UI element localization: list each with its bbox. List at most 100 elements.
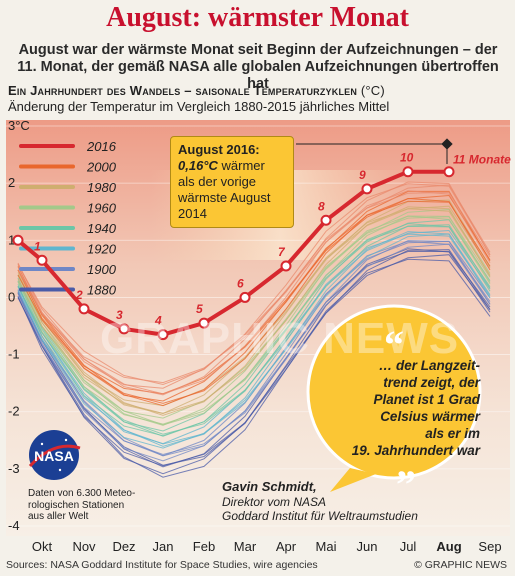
y-tick-label: 1 <box>8 232 15 247</box>
quote-line-2: trend zeigt, der <box>383 375 480 390</box>
historical-line <box>17 231 491 445</box>
aug-bracket-marker <box>441 138 453 150</box>
quote-line-5: als er im <box>425 426 480 441</box>
quote-line-3: Planet ist 1 Grad <box>373 392 480 407</box>
quote-line-4: Celsius wärmer <box>380 409 480 424</box>
series-2016-point <box>157 329 169 341</box>
legend-label: 1880 <box>87 283 117 298</box>
series-2016-label: 5 <box>196 302 203 316</box>
y-tick-label: -1 <box>8 347 20 362</box>
x-tick-label: Sep <box>478 539 501 554</box>
quote-close-mark: ” <box>396 462 416 507</box>
subtitle-line-2: 11. Monat, der gemäß NASA alle globalen … <box>17 59 499 92</box>
x-tick-label: Apr <box>276 539 297 554</box>
quote-text: … der Langzeit- trend zeigt, der Planet … <box>312 357 480 459</box>
historical-line <box>17 181 491 384</box>
series-2016-label: 2 <box>75 288 83 302</box>
series-2016-point <box>320 214 332 226</box>
x-tick-label: Okt <box>32 539 53 554</box>
historical-line <box>17 248 491 466</box>
historical-line <box>17 208 491 419</box>
quote-bubble <box>306 304 482 492</box>
legend: 2016 2000 1980 1960 1940 1920 1900 1880 <box>19 139 117 298</box>
historical-line <box>17 216 491 426</box>
historical-line <box>17 200 491 407</box>
series-2016-label: 11 Monate <box>453 153 511 167</box>
historical-line <box>17 240 491 456</box>
series-2016-point <box>280 260 292 272</box>
copyright: © GRAPHIC NEWS <box>414 559 507 571</box>
historical-line <box>17 206 491 414</box>
quote-line-1: … der Langzeit- <box>378 358 480 373</box>
y-tick-label: -2 <box>8 404 20 419</box>
subtitle-line-1: August war der wärmste Monat seit Beginn… <box>18 42 498 58</box>
series-2016-point <box>402 166 414 178</box>
nasa-note: Daten von 6.300 Meteo- rologischen Stati… <box>28 488 148 523</box>
series-2016-point <box>198 317 210 329</box>
y-tick-label: 3°C <box>8 118 30 133</box>
y-axis: 3°C 2 1 0 -1 -2 -3 -4 <box>8 118 30 533</box>
historical-line <box>17 183 491 386</box>
nasa-logo-text: NASA <box>34 448 74 464</box>
legend-label: 1940 <box>87 221 117 236</box>
legend-label: 1960 <box>87 201 117 216</box>
x-tick-label: Jul <box>400 539 417 554</box>
nasa-logo <box>28 430 81 480</box>
series-2016-label: 1 <box>34 239 41 253</box>
series-2016-point <box>239 291 251 303</box>
series-2016-line <box>16 169 451 337</box>
historical-line <box>17 240 491 457</box>
series-2016-point <box>12 234 24 246</box>
series-2016-label: 10 <box>400 151 414 165</box>
x-axis: Okt Nov Dez Jan Feb Mar Apr Mai Jun Jul Aug Sep <box>32 539 502 554</box>
series-2016-label: 6 <box>237 276 244 290</box>
historical-line <box>17 184 491 389</box>
author-role-1: Direktor vom NASA <box>222 494 327 509</box>
nasa-note-1: Daten von 6.300 Meteo- <box>28 488 136 499</box>
subtitle: August war der wärmste Monat seit Beginn… <box>8 42 508 93</box>
y-tick-label: 2 <box>8 175 15 190</box>
historical-line <box>17 240 491 457</box>
series-2016-point <box>443 166 455 178</box>
source-note: Sources: NASA Goddard Institute for Spac… <box>6 559 318 571</box>
series-2016: 1 2 3 4 5 6 7 8 9 10 11 Monate <box>12 151 511 341</box>
watermark: GRAPHIC NEWS <box>100 314 460 363</box>
historical-lines <box>17 181 491 478</box>
nasa-note-3: aus aller Welt <box>28 511 89 522</box>
series-2016-point <box>118 323 130 335</box>
callout-text-3: wärmste August <box>178 190 271 205</box>
series-2016-label: 8 <box>318 199 325 213</box>
quote-open-mark: “ <box>384 322 404 367</box>
historical-line <box>17 233 491 447</box>
series-2016-point <box>36 254 48 266</box>
x-tick-label: Jun <box>357 539 378 554</box>
callout-text-4: 2014 <box>178 206 207 221</box>
y-tick-label: 0 <box>8 289 15 304</box>
series-2016-point <box>361 183 373 195</box>
author-name: Gavin Schmidt, <box>222 479 317 494</box>
x-tick-label: Jan <box>153 539 174 554</box>
y-tick-label: -4 <box>8 518 20 533</box>
quote-line-6: 19. Jahrhundert war <box>351 443 480 458</box>
callout-title: August 2016: <box>178 142 260 157</box>
series-2016-point <box>78 303 90 315</box>
callout-delta: 0,16°C <box>178 158 218 173</box>
x-tick-label: Mar <box>234 539 257 554</box>
nasa-note-2: rologischen Stationen <box>28 499 125 511</box>
legend-label: 1920 <box>87 242 117 257</box>
historical-line <box>17 191 491 396</box>
series-2016-label: 9 <box>359 168 366 182</box>
historical-line <box>17 233 491 449</box>
legend-label: 1980 <box>87 180 117 195</box>
legend-label: 2000 <box>86 160 117 175</box>
chart-title-unit: (°C) <box>360 83 385 98</box>
chart-subtitle: Änderung der Temperatur im Vergleich 188… <box>8 99 390 114</box>
footer: Sources: NASA Goddard Institute for Spac… <box>0 557 515 576</box>
legend-label: 1900 <box>87 262 117 277</box>
series-2016-label: 4 <box>154 314 162 328</box>
y-tick-label: -3 <box>8 461 20 476</box>
chart-title-text: Ein Jahrhundert des Wandels – saisonale … <box>8 83 358 98</box>
x-tick-label: Aug <box>436 539 461 554</box>
series-2016-label: 7 <box>278 245 286 259</box>
